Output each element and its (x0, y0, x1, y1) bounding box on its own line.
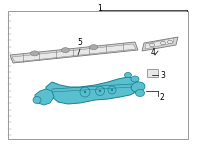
Ellipse shape (61, 48, 69, 53)
Circle shape (99, 90, 101, 92)
Circle shape (84, 91, 86, 93)
Ellipse shape (124, 72, 132, 77)
Bar (8, 11, 188, 139)
Polygon shape (35, 89, 54, 105)
Ellipse shape (136, 90, 144, 96)
Text: 3: 3 (160, 71, 165, 80)
Ellipse shape (168, 40, 172, 44)
FancyBboxPatch shape (148, 70, 158, 77)
Ellipse shape (131, 76, 139, 82)
Polygon shape (12, 44, 136, 62)
Polygon shape (10, 42, 138, 63)
Text: 5: 5 (78, 38, 82, 47)
Polygon shape (145, 38, 174, 49)
Ellipse shape (131, 82, 145, 92)
Ellipse shape (33, 96, 41, 103)
Ellipse shape (160, 41, 166, 45)
Ellipse shape (150, 43, 154, 47)
Polygon shape (142, 37, 178, 51)
Text: 2: 2 (160, 92, 165, 101)
Ellipse shape (31, 51, 39, 56)
Polygon shape (46, 77, 140, 104)
Text: 1: 1 (98, 4, 102, 13)
Circle shape (111, 89, 113, 91)
Text: 4: 4 (151, 48, 155, 57)
Ellipse shape (90, 45, 98, 50)
